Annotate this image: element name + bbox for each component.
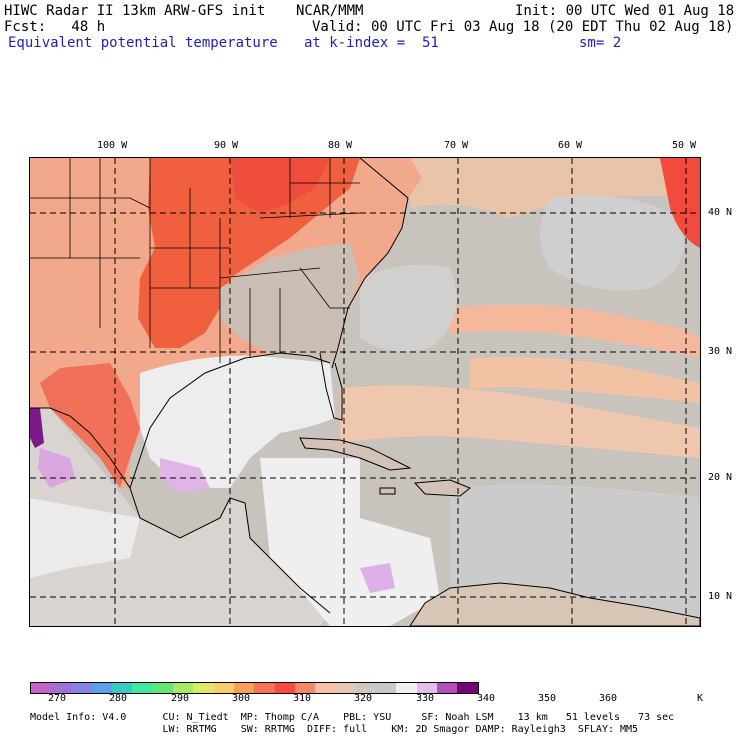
legend-swatch bbox=[233, 683, 255, 693]
legend-swatch bbox=[436, 683, 458, 693]
legend-swatch bbox=[152, 683, 174, 693]
lon-label-100w: 100 W bbox=[97, 140, 128, 151]
forecast-hour: Fcst: 48 h bbox=[4, 19, 106, 35]
lon-label-80w: 80 W bbox=[328, 140, 353, 151]
lon-label-90w: 90 W bbox=[214, 140, 239, 151]
legend-swatch bbox=[31, 683, 52, 693]
legend-swatch bbox=[71, 683, 92, 693]
lon-label-50w: 50 W bbox=[672, 140, 697, 151]
purple-patch-west bbox=[30, 408, 44, 448]
western-caribbean-pale bbox=[260, 458, 440, 626]
great-lakes-hot-core bbox=[230, 158, 330, 213]
cuba-island bbox=[299, 437, 412, 471]
atlantic-plume-1 bbox=[450, 304, 700, 358]
model-info-line-1: Model Info: V4.0 CU: N_Tiedt MP: Thomp C… bbox=[30, 712, 675, 723]
legend-swatch bbox=[91, 683, 113, 693]
legend-swatch bbox=[254, 683, 275, 693]
florida-outline bbox=[319, 352, 343, 421]
jamaica-island bbox=[379, 487, 396, 495]
legend-tick-300: 300 bbox=[232, 693, 251, 704]
lat-label-40n: 40 N bbox=[708, 207, 733, 218]
atlantic-north-band bbox=[410, 158, 700, 218]
legend-swatch bbox=[173, 683, 194, 693]
lat-label-30n: 30 N bbox=[708, 346, 733, 357]
mexico-coastline bbox=[30, 407, 331, 614]
init-time: Init: 00 UTC Wed 01 Aug 18 bbox=[515, 3, 735, 19]
legend-tick-320: 320 bbox=[354, 693, 373, 704]
theta-e-map bbox=[29, 157, 701, 627]
lon-label-60w: 60 W bbox=[558, 140, 583, 151]
legend-tick-310: 310 bbox=[293, 693, 312, 704]
legend-swatch bbox=[294, 683, 316, 693]
legend-swatch bbox=[355, 683, 377, 693]
legend-tick-280: 280 bbox=[109, 693, 128, 704]
pacific-pale bbox=[30, 498, 140, 578]
legend-swatch bbox=[132, 683, 153, 693]
lilac-patch-2 bbox=[160, 458, 210, 493]
legend-swatch bbox=[396, 683, 417, 693]
valid-time: Valid: 00 UTC Fri 03 Aug 18 (20 EDT Thu … bbox=[312, 19, 734, 35]
field-name: Equivalent potential temperature bbox=[8, 35, 278, 51]
hispaniola-island bbox=[413, 479, 471, 497]
legend-tick-340: 340 bbox=[477, 693, 496, 704]
level-index: at k-index = 51 bbox=[304, 35, 439, 51]
northeast-hot-area bbox=[660, 158, 700, 248]
plot-title: HIWC Radar II 13km ARW-GFS init bbox=[4, 3, 266, 19]
color-scale-bar bbox=[30, 682, 479, 694]
gulfstream-gray-patch bbox=[360, 264, 457, 352]
legend-tick-330: 330 bbox=[416, 693, 435, 704]
south-america-coast bbox=[409, 582, 700, 626]
legend-swatch bbox=[335, 683, 356, 693]
lon-label-70w: 70 W bbox=[444, 140, 469, 151]
map-canvas bbox=[30, 158, 700, 626]
legend-tick-360: 360 bbox=[599, 693, 618, 704]
graticule bbox=[30, 158, 700, 626]
atlantic-gray-swirl bbox=[540, 195, 684, 291]
atlantic-plume-3 bbox=[340, 385, 700, 458]
legend-tick-290: 290 bbox=[171, 693, 190, 704]
lat-label-10n: 10 N bbox=[708, 591, 733, 602]
legend-swatch bbox=[213, 683, 234, 693]
southeast-us-cooler bbox=[220, 243, 360, 363]
us-east-coastline bbox=[331, 158, 409, 369]
legend-swatch bbox=[112, 683, 133, 693]
texas-mexico-hot bbox=[40, 363, 140, 488]
legend-swatch bbox=[376, 683, 397, 693]
legend-swatch bbox=[315, 683, 336, 693]
legend-swatch bbox=[457, 683, 478, 693]
lilac-patch-3 bbox=[360, 563, 395, 593]
gulf-coastline bbox=[129, 352, 331, 489]
state-borders bbox=[30, 158, 361, 363]
legend-swatch bbox=[274, 683, 295, 693]
mexico-central-america-land bbox=[30, 408, 330, 626]
legend-tick-270: 270 bbox=[48, 693, 67, 704]
legend-unit: K bbox=[697, 693, 704, 704]
legend-swatch bbox=[416, 683, 437, 693]
legend-tick-350: 350 bbox=[538, 693, 557, 704]
gulf-of-mexico-pale bbox=[140, 355, 335, 488]
legend-swatch bbox=[193, 683, 214, 693]
atlantic-plume-2 bbox=[470, 357, 700, 403]
lat-label-20n: 20 N bbox=[708, 472, 733, 483]
legend-swatch bbox=[51, 683, 72, 693]
smoothing-label: sm= 2 bbox=[579, 35, 622, 51]
central-us-hot-core bbox=[138, 158, 360, 348]
institution-label: NCAR/MMM bbox=[296, 3, 364, 19]
model-info-line-2: LW: RRTMG SW: RRTMG DIFF: full KM: 2D Sm… bbox=[30, 724, 639, 735]
